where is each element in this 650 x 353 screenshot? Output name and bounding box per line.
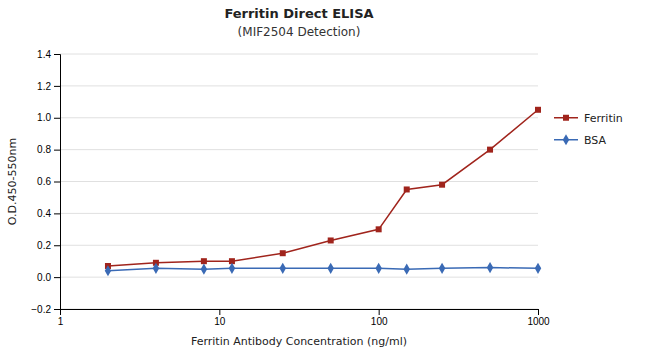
- y-tick-mark: [54, 309, 60, 310]
- point: [535, 263, 541, 274]
- y-tick-label: −0.2: [31, 304, 51, 315]
- x-tick: 1: [58, 309, 64, 327]
- point: [535, 107, 541, 113]
- y-tick: 1.2: [37, 81, 60, 92]
- y-tick-mark: [54, 277, 60, 278]
- y-tick-mark: [54, 245, 60, 246]
- y-tick: 0.2: [37, 240, 60, 251]
- x-tick-label: 100: [371, 316, 388, 327]
- grid-line: [60, 245, 538, 246]
- point: [328, 237, 334, 243]
- grid-line: [60, 54, 538, 55]
- x-tick: 10: [214, 309, 226, 327]
- y-tick: −0.2: [31, 304, 60, 315]
- y-tick-mark: [54, 54, 60, 55]
- series-line: [108, 110, 538, 266]
- y-tick-mark: [54, 118, 60, 119]
- y-tick-label: 0.0: [37, 272, 51, 283]
- legend-label: Ferritin: [584, 112, 623, 125]
- chart: 1 10 100 1000 −0.2 0.0 0.2 0.4 0.6 0.8 1.0 1.2 1.4 Fe…: [0, 0, 650, 353]
- x-tick: 100: [371, 309, 388, 327]
- point: [487, 147, 493, 153]
- point: [201, 258, 207, 264]
- y-axis-line: [54, 55, 61, 310]
- x-tick-label: 10: [214, 316, 226, 327]
- legend-marker: [563, 134, 569, 145]
- y-tick-mark: [54, 213, 60, 214]
- y-tick-mark: [54, 86, 60, 87]
- x-tick-label: 1: [58, 316, 64, 327]
- subtitle: (MIF2504 Detection): [238, 25, 361, 39]
- marks: [105, 107, 541, 277]
- grid: [60, 54, 538, 309]
- y-axis-title: O.D.450-550nm: [6, 138, 19, 225]
- legend-label: BSA: [584, 134, 607, 147]
- title: Ferritin Direct ELISA: [224, 6, 373, 21]
- point: [201, 264, 207, 275]
- y-tick-label: 1.0: [37, 112, 51, 123]
- point: [439, 263, 445, 274]
- y-tick: 0.4: [37, 208, 60, 219]
- grid-line: [60, 213, 538, 214]
- plot: 1 10 100 1000 −0.2 0.0 0.2 0.4 0.6 0.8 1.0 1.2 1.4: [31, 49, 550, 327]
- legend-item: BSA: [554, 134, 607, 147]
- y-tick: 0.6: [37, 176, 60, 187]
- legend-marker: [563, 115, 569, 121]
- x-tick-mark: [379, 309, 380, 315]
- x-axis-title: Ferritin Antibody Concentration (ng/ml): [191, 335, 407, 348]
- x-axis: 1 10 100 1000: [58, 309, 550, 327]
- y-tick-label: 0.4: [37, 208, 51, 219]
- point: [375, 263, 381, 274]
- x-tick: 1000: [527, 309, 550, 327]
- point: [404, 186, 410, 192]
- x-tick-label: 1000: [527, 316, 550, 327]
- y-tick-label: 0.8: [37, 144, 51, 155]
- point: [153, 263, 159, 274]
- grid-line: [60, 117, 538, 118]
- grid-line: [60, 85, 538, 86]
- y-tick: 0.0: [37, 272, 60, 283]
- legend-item: Ferritin: [554, 112, 623, 125]
- point: [280, 263, 286, 274]
- y-tick-mark: [54, 150, 60, 151]
- y-tick: 0.8: [37, 144, 60, 155]
- point: [487, 262, 493, 273]
- point: [403, 264, 409, 275]
- point: [105, 265, 111, 276]
- point: [376, 226, 382, 232]
- grid-line: [60, 149, 538, 150]
- y-axis: −0.2 0.0 0.2 0.4 0.6 0.8 1.0 1.2 1.4: [31, 49, 60, 315]
- point: [280, 250, 286, 256]
- y-tick-mark: [54, 182, 60, 183]
- y-tick-label: 0.2: [37, 240, 51, 251]
- legend: Ferritin BSA: [554, 112, 623, 147]
- y-tick: 1.4: [37, 49, 60, 60]
- y-tick-label: 0.6: [37, 176, 51, 187]
- point: [327, 263, 333, 274]
- point: [229, 263, 235, 274]
- y-tick-label: 1.4: [37, 49, 51, 60]
- x-tick-mark: [219, 309, 220, 315]
- y-tick: 1.0: [37, 112, 60, 123]
- point: [439, 182, 445, 188]
- x-tick-mark: [538, 309, 539, 315]
- y-tick-label: 1.2: [37, 81, 51, 92]
- grid-line: [60, 181, 538, 182]
- series-line: [108, 268, 538, 271]
- grid-line: [60, 277, 538, 278]
- x-axis-line: [61, 310, 539, 316]
